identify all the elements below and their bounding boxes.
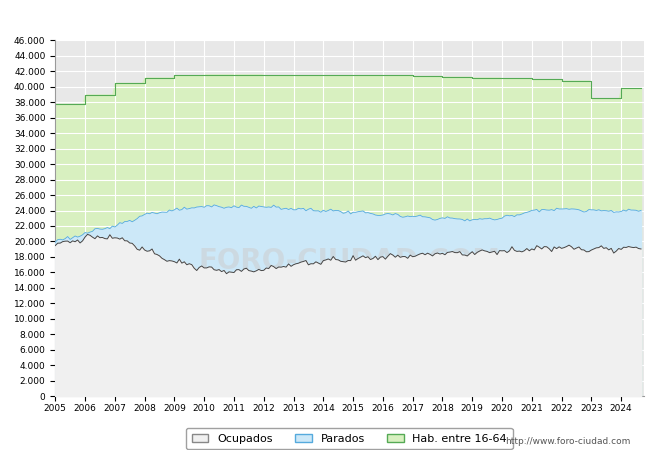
Text: FORO-CIUDAD.COM: FORO-CIUDAD.COM	[198, 247, 500, 275]
Text: Motril - Evolucion de la poblacion en edad de Trabajar Septiembre de 2024: Motril - Evolucion de la poblacion en ed…	[77, 14, 573, 27]
Text: http://www.foro-ciudad.com: http://www.foro-ciudad.com	[505, 436, 630, 446]
Legend: Ocupados, Parados, Hab. entre 16-64: Ocupados, Parados, Hab. entre 16-64	[186, 428, 513, 449]
